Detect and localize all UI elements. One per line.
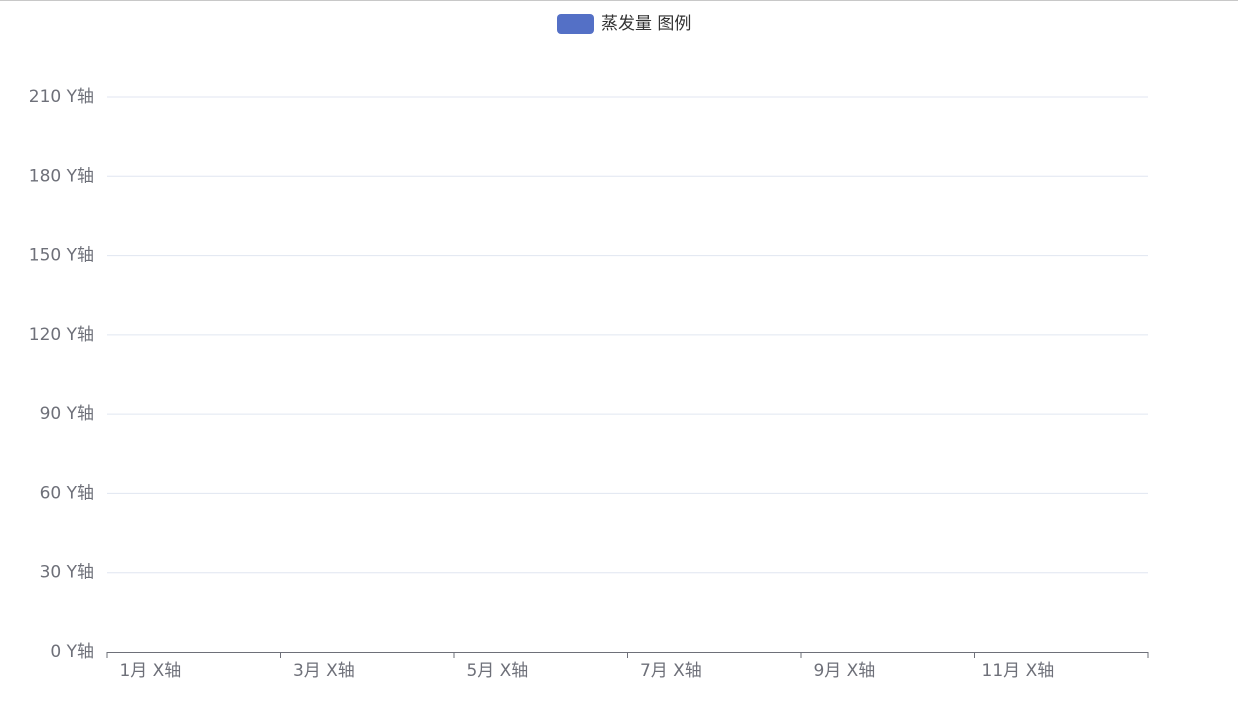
y-tick-label: 180 Y轴 — [29, 166, 94, 186]
x-tick-label: 5月 X轴 — [466, 661, 528, 681]
y-tick-label: 150 Y轴 — [29, 246, 94, 266]
x-tick-label: 9月 X轴 — [813, 661, 875, 681]
x-tick-label: 3月 X轴 — [293, 661, 355, 681]
y-tick-label: 60 Y轴 — [40, 483, 94, 503]
y-tick-label: 210 Y轴 — [29, 87, 94, 107]
y-tick-label: 90 Y轴 — [40, 404, 94, 424]
y-tick-label: 120 Y轴 — [29, 325, 94, 345]
legend-swatch[interactable] — [557, 14, 594, 34]
legend-label[interactable]: 蒸发量 图例 — [601, 14, 691, 34]
x-tick-label: 11月 X轴 — [982, 661, 1055, 681]
y-tick-label: 30 Y轴 — [40, 563, 94, 583]
x-tick-label: 7月 X轴 — [640, 661, 702, 681]
x-tick-label: 1月 X轴 — [119, 661, 181, 681]
y-tick-label: 0 Y轴 — [50, 642, 94, 662]
